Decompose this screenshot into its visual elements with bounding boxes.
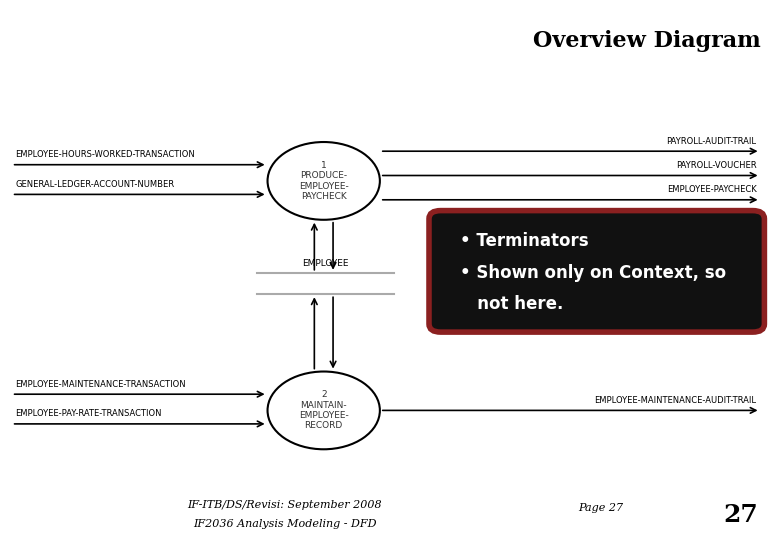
Text: EMPLOYEE-MAINTENANCE-AUDIT-TRAIL: EMPLOYEE-MAINTENANCE-AUDIT-TRAIL	[594, 396, 757, 405]
Text: Overview Diagram: Overview Diagram	[533, 30, 760, 52]
Text: IF-ITB/DS/Revisi: September 2008: IF-ITB/DS/Revisi: September 2008	[187, 500, 382, 510]
Circle shape	[268, 372, 380, 449]
Text: EMPLOYEE-HOURS-WORKED-TRANSACTION: EMPLOYEE-HOURS-WORKED-TRANSACTION	[16, 150, 195, 159]
Text: not here.: not here.	[460, 295, 564, 313]
Text: Page 27: Page 27	[578, 503, 623, 513]
Text: 27: 27	[724, 503, 758, 526]
Text: 2
MAINTAIN-
EMPLOYEE-
RECORD: 2 MAINTAIN- EMPLOYEE- RECORD	[299, 390, 349, 430]
Text: IF2036 Analysis Modeling - DFD: IF2036 Analysis Modeling - DFD	[193, 519, 377, 529]
Text: EMPLOYEE-PAYCHECK: EMPLOYEE-PAYCHECK	[667, 185, 757, 194]
Text: EMPLOYEE: EMPLOYEE	[303, 259, 349, 268]
Text: • Shown only on Context, so: • Shown only on Context, so	[460, 264, 726, 281]
Text: • Terminators: • Terminators	[460, 232, 589, 250]
Text: PAYROLL-VOUCHER: PAYROLL-VOUCHER	[676, 161, 757, 170]
Text: EMPLOYEE-MAINTENANCE-TRANSACTION: EMPLOYEE-MAINTENANCE-TRANSACTION	[16, 380, 186, 389]
Text: PAYROLL-AUDIT-TRAIL: PAYROLL-AUDIT-TRAIL	[667, 137, 757, 146]
Text: 1
PRODUCE-
EMPLOYEE-
PAYCHECK: 1 PRODUCE- EMPLOYEE- PAYCHECK	[299, 161, 349, 201]
Text: GENERAL-LEDGER-ACCOUNT-NUMBER: GENERAL-LEDGER-ACCOUNT-NUMBER	[16, 180, 175, 189]
Text: EMPLOYEE-PAY-RATE-TRANSACTION: EMPLOYEE-PAY-RATE-TRANSACTION	[16, 409, 162, 418]
Circle shape	[268, 142, 380, 220]
FancyBboxPatch shape	[429, 211, 764, 332]
